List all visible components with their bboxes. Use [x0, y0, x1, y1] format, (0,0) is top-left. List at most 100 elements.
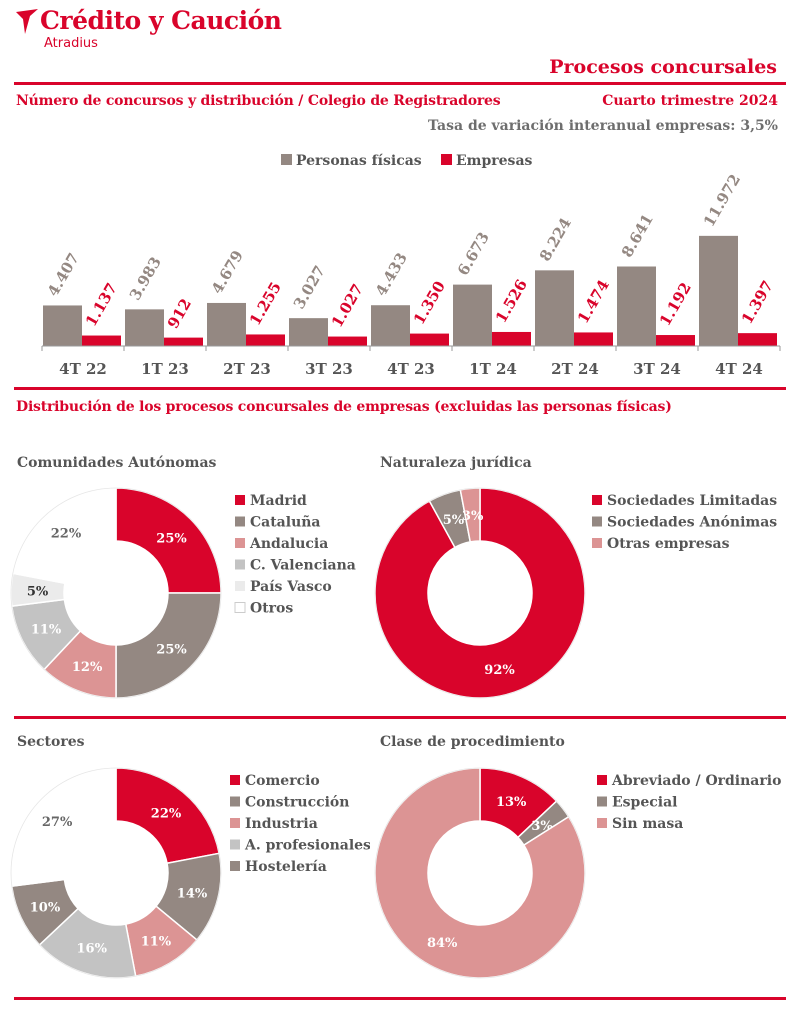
bar-personas-fisicas — [617, 266, 656, 346]
rate-label: Tasa de variación interanual empresas: 3… — [427, 118, 778, 134]
brand-name: Crédito y Caución — [40, 6, 282, 35]
donut-slice-label: 14% — [177, 887, 208, 902]
legend-swatch — [592, 538, 602, 548]
legend-label: Industria — [245, 816, 318, 832]
section-title: Número de concursos y distribución / Col… — [16, 93, 501, 109]
bar-empresas — [738, 333, 777, 346]
data-label-empresas: 1.397 — [738, 277, 777, 327]
x-tick-label: 2T 24 — [551, 360, 599, 378]
legend-swatch — [235, 581, 245, 591]
donut-outline — [374, 767, 586, 979]
donut-slice-label: 3% — [462, 509, 484, 524]
data-label-empresas: 1.027 — [328, 281, 367, 331]
legend-label: Construcción — [245, 795, 349, 811]
bar-empresas — [492, 331, 531, 346]
donut-slice-label: 11% — [141, 935, 172, 950]
legend-label: Personas físicas — [296, 153, 422, 169]
legend-swatch — [235, 516, 245, 527]
legend-label: Hostelería — [245, 859, 327, 875]
panel-title: Sectores — [17, 734, 85, 750]
panel-title: Clase de procedimiento — [380, 734, 565, 750]
donut-slice-label: 25% — [156, 531, 187, 546]
legend-swatch — [592, 495, 602, 505]
donut-slice-label: 13% — [496, 795, 527, 810]
legend-label: País Vasco — [250, 579, 332, 595]
x-tick-label: 1T 24 — [469, 360, 517, 378]
data-label-personas: 4.433 — [372, 250, 411, 300]
legend-swatch — [235, 538, 245, 548]
data-label-empresas: 1.255 — [246, 279, 285, 329]
data-label-empresas: 1.192 — [656, 279, 695, 329]
data-label-personas: 3.027 — [290, 262, 329, 312]
donut-slice-label: 92% — [484, 663, 515, 678]
data-label-personas: 6.673 — [454, 229, 493, 279]
donut-outline — [10, 767, 222, 979]
legend-swatch — [281, 154, 292, 165]
legend-swatch — [235, 559, 245, 570]
legend-swatch — [597, 775, 607, 785]
bar-personas-fisicas — [125, 309, 164, 346]
donut-slice-label: 5% — [27, 585, 49, 600]
divider — [14, 82, 786, 85]
legend-label: Especial — [612, 795, 677, 811]
donut-slice-label: 84% — [427, 936, 458, 951]
bar-personas-fisicas — [207, 302, 246, 346]
legend-label: Abreviado / Ordinario — [611, 773, 781, 789]
legend-swatch — [597, 796, 607, 807]
donut-chart-procedimiento: 13%3%84%Abreviado / OrdinarioEspecialSin… — [374, 767, 781, 979]
data-label-empresas: 1.350 — [410, 278, 449, 328]
data-label-personas: 11.972 — [700, 171, 744, 230]
donut-slice-label: 25% — [156, 643, 187, 658]
bar-empresas — [164, 337, 203, 346]
bar-personas-fisicas — [535, 270, 574, 346]
section-title: Distribución de los procesos concursales… — [16, 399, 672, 415]
legend-label: Andalucia — [249, 536, 328, 552]
data-label-personas: 4.407 — [44, 250, 83, 300]
donut-slice-label: 5% — [443, 513, 465, 528]
donut-chart-sectores: 22% 14% 11% 16% 10% 27% Comercio Construcción In… — [10, 767, 370, 979]
data-label-personas: 4.679 — [208, 247, 247, 297]
donut-outline — [374, 487, 586, 699]
legend-label: Otras empresas — [607, 536, 730, 552]
panel-title: Naturaleza jurídica — [380, 455, 532, 471]
period-label: Cuarto trimestre 2024 — [602, 93, 778, 109]
x-tick-label: 2T 23 — [223, 360, 271, 378]
donut-slice-label: 11% — [31, 623, 62, 638]
donut-slice-label: 27% — [42, 815, 73, 830]
legend-swatch — [230, 796, 240, 807]
data-label-empresas: 912 — [164, 295, 195, 331]
data-label-personas: 8.224 — [536, 215, 575, 265]
x-tick-label: 3T 23 — [305, 360, 353, 378]
divider — [14, 997, 786, 1000]
legend-label: Cataluña — [250, 514, 321, 531]
legend-label: Madrid — [250, 493, 307, 509]
data-label-empresas: 1.137 — [82, 280, 121, 330]
donut-slice-label: 22% — [51, 527, 82, 542]
bar-empresas — [82, 335, 121, 346]
data-label-empresas: 1.526 — [492, 276, 531, 326]
donut-outline — [10, 487, 222, 699]
legend-label: A. profesionales — [244, 838, 370, 854]
legend-label: Empresas — [456, 153, 533, 169]
logo-mark-icon — [16, 9, 38, 34]
legend-swatch — [441, 154, 452, 165]
x-tick-label: 3T 24 — [633, 360, 681, 378]
bar-personas-fisicas — [43, 305, 82, 346]
data-label-personas: 8.641 — [618, 211, 657, 261]
bar-empresas — [656, 335, 695, 346]
donut-slice-label: 12% — [72, 660, 103, 675]
bar-personas-fisicas — [699, 235, 738, 346]
legend-swatch — [592, 516, 602, 527]
donut-slice-label: 22% — [151, 807, 182, 822]
legend-swatch — [230, 839, 240, 850]
donut-slice-label: 16% — [77, 942, 108, 957]
x-tick-label: 4T 24 — [715, 360, 763, 378]
data-label-empresas: 1.474 — [574, 277, 613, 327]
legend-swatch — [234, 602, 246, 613]
legend-swatch — [597, 818, 607, 828]
bar-personas-fisicas — [371, 305, 410, 346]
panel-title: Comunidades Autónomas — [17, 455, 217, 471]
bar-empresas — [574, 332, 613, 346]
bar-personas-fisicas — [453, 284, 492, 346]
page-title: Procesos concursales — [549, 56, 777, 78]
